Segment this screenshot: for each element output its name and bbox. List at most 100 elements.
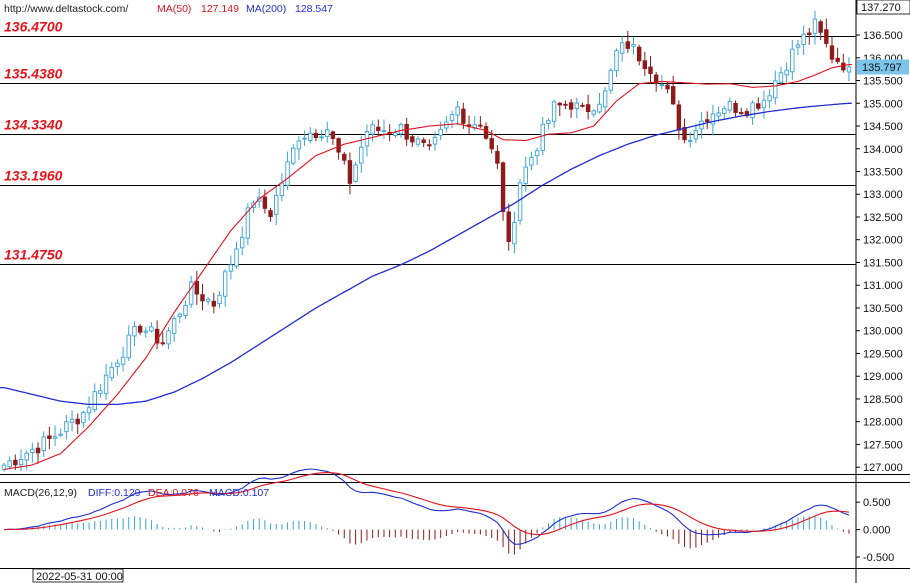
candle-body (744, 111, 750, 117)
candle-body (109, 366, 114, 379)
macd-tick-label: -0.500 (863, 552, 894, 564)
candle-body (296, 140, 302, 150)
candle-body (727, 101, 733, 111)
candle-body (807, 32, 812, 36)
candle-body (291, 147, 296, 164)
ma200-value: 128.547 (295, 3, 333, 15)
candle-body (427, 144, 432, 147)
candle-body (688, 140, 693, 142)
candle-body (217, 294, 222, 305)
time-axis-start-label: 2022-05-31 00:00 (36, 571, 123, 583)
macd-dea-value: DEA:0.076 (148, 487, 199, 499)
candle-body (829, 45, 835, 60)
candle-body (778, 72, 784, 83)
candle-body (285, 161, 290, 186)
candle-body (648, 66, 653, 74)
level-label: 134.3340 (4, 117, 63, 133)
candle-body (574, 102, 579, 109)
source-url: http://www.deltastock.com/ (4, 3, 128, 15)
candle-body (404, 123, 409, 140)
current-price-tag (857, 59, 909, 75)
candle-body (512, 222, 517, 245)
candle-body (653, 74, 659, 85)
candle-body (13, 459, 18, 466)
price-tick-label: 130.500 (863, 303, 903, 315)
candle-body (1, 464, 7, 471)
candle-body (591, 110, 597, 115)
candle-body (585, 104, 591, 113)
candle-body (716, 112, 721, 117)
candle-body (98, 390, 103, 394)
candle-body (7, 460, 12, 468)
ma200-label: MA(200) (246, 3, 286, 15)
candle-body (234, 248, 239, 267)
level-label: 136.4700 (4, 19, 63, 35)
candle-body (801, 33, 806, 45)
candle-body (370, 124, 375, 135)
candle-body (619, 42, 625, 54)
candle-body (75, 418, 80, 425)
candle-body (52, 436, 58, 439)
candle-body (393, 132, 398, 136)
level-label: 135.4380 (4, 66, 63, 82)
candle-body (211, 300, 217, 307)
candle-body (557, 102, 562, 106)
candle-body (81, 412, 86, 424)
price-tick-label: 135.000 (863, 98, 903, 110)
candle-body (279, 182, 285, 197)
candle-body (495, 150, 500, 164)
macd-tick-label: 0.500 (863, 497, 891, 509)
candle-body (489, 138, 494, 150)
macd-axis: 0.500 0.000 -0.500 (856, 497, 894, 564)
candle-body (228, 264, 234, 272)
price-tick-label: 127.000 (863, 462, 903, 474)
price-tick-label: 132.000 (863, 235, 903, 247)
candle-body (506, 211, 511, 243)
candle-body (200, 294, 205, 302)
candle-body (534, 150, 540, 157)
candle-body (824, 29, 829, 44)
candle-body (597, 103, 602, 113)
ma200-line (0, 102, 852, 406)
ma50-label: MA(50) (157, 3, 191, 15)
candle-body (302, 137, 307, 140)
macd-tick-label: 0.000 (863, 525, 891, 537)
candle-body (166, 330, 171, 345)
candle-body (500, 162, 506, 213)
candle-body (659, 84, 665, 86)
candle-body (608, 70, 614, 91)
candle-body (115, 362, 120, 367)
price-tick-label: 133.500 (863, 166, 903, 178)
candle-body (449, 114, 455, 121)
candle-body (636, 46, 642, 62)
support-resistance-levels: 136.4700 135.4380 134.3340 133.1960 131.4750 (0, 19, 856, 265)
price-tick-label: 132.500 (863, 212, 903, 224)
candle-body (398, 123, 404, 135)
candle-body (149, 326, 154, 332)
candle-body (143, 330, 148, 333)
candle-body (205, 298, 211, 302)
price-tick-label: 128.000 (863, 417, 903, 429)
candle-body (563, 103, 568, 106)
candle-body (86, 407, 92, 414)
candle-body (188, 281, 194, 305)
candle-body (790, 48, 795, 73)
candle-body (478, 124, 483, 127)
candle-body (24, 452, 29, 461)
candle-body (381, 129, 387, 133)
candle-body (245, 207, 251, 239)
candle-body (330, 131, 336, 139)
candle-body (580, 104, 585, 107)
price-tick-label: 129.500 (863, 348, 903, 360)
candle-body (795, 44, 801, 48)
candle-body (438, 128, 443, 136)
candle-body (483, 126, 489, 139)
ma50-value: 127.149 (201, 3, 239, 15)
candle-body (353, 164, 358, 182)
macd-histogram (9, 515, 850, 555)
candle-body (722, 108, 727, 114)
ma50-line (3, 64, 852, 471)
candle-body (308, 132, 313, 142)
candle-body (540, 123, 545, 151)
